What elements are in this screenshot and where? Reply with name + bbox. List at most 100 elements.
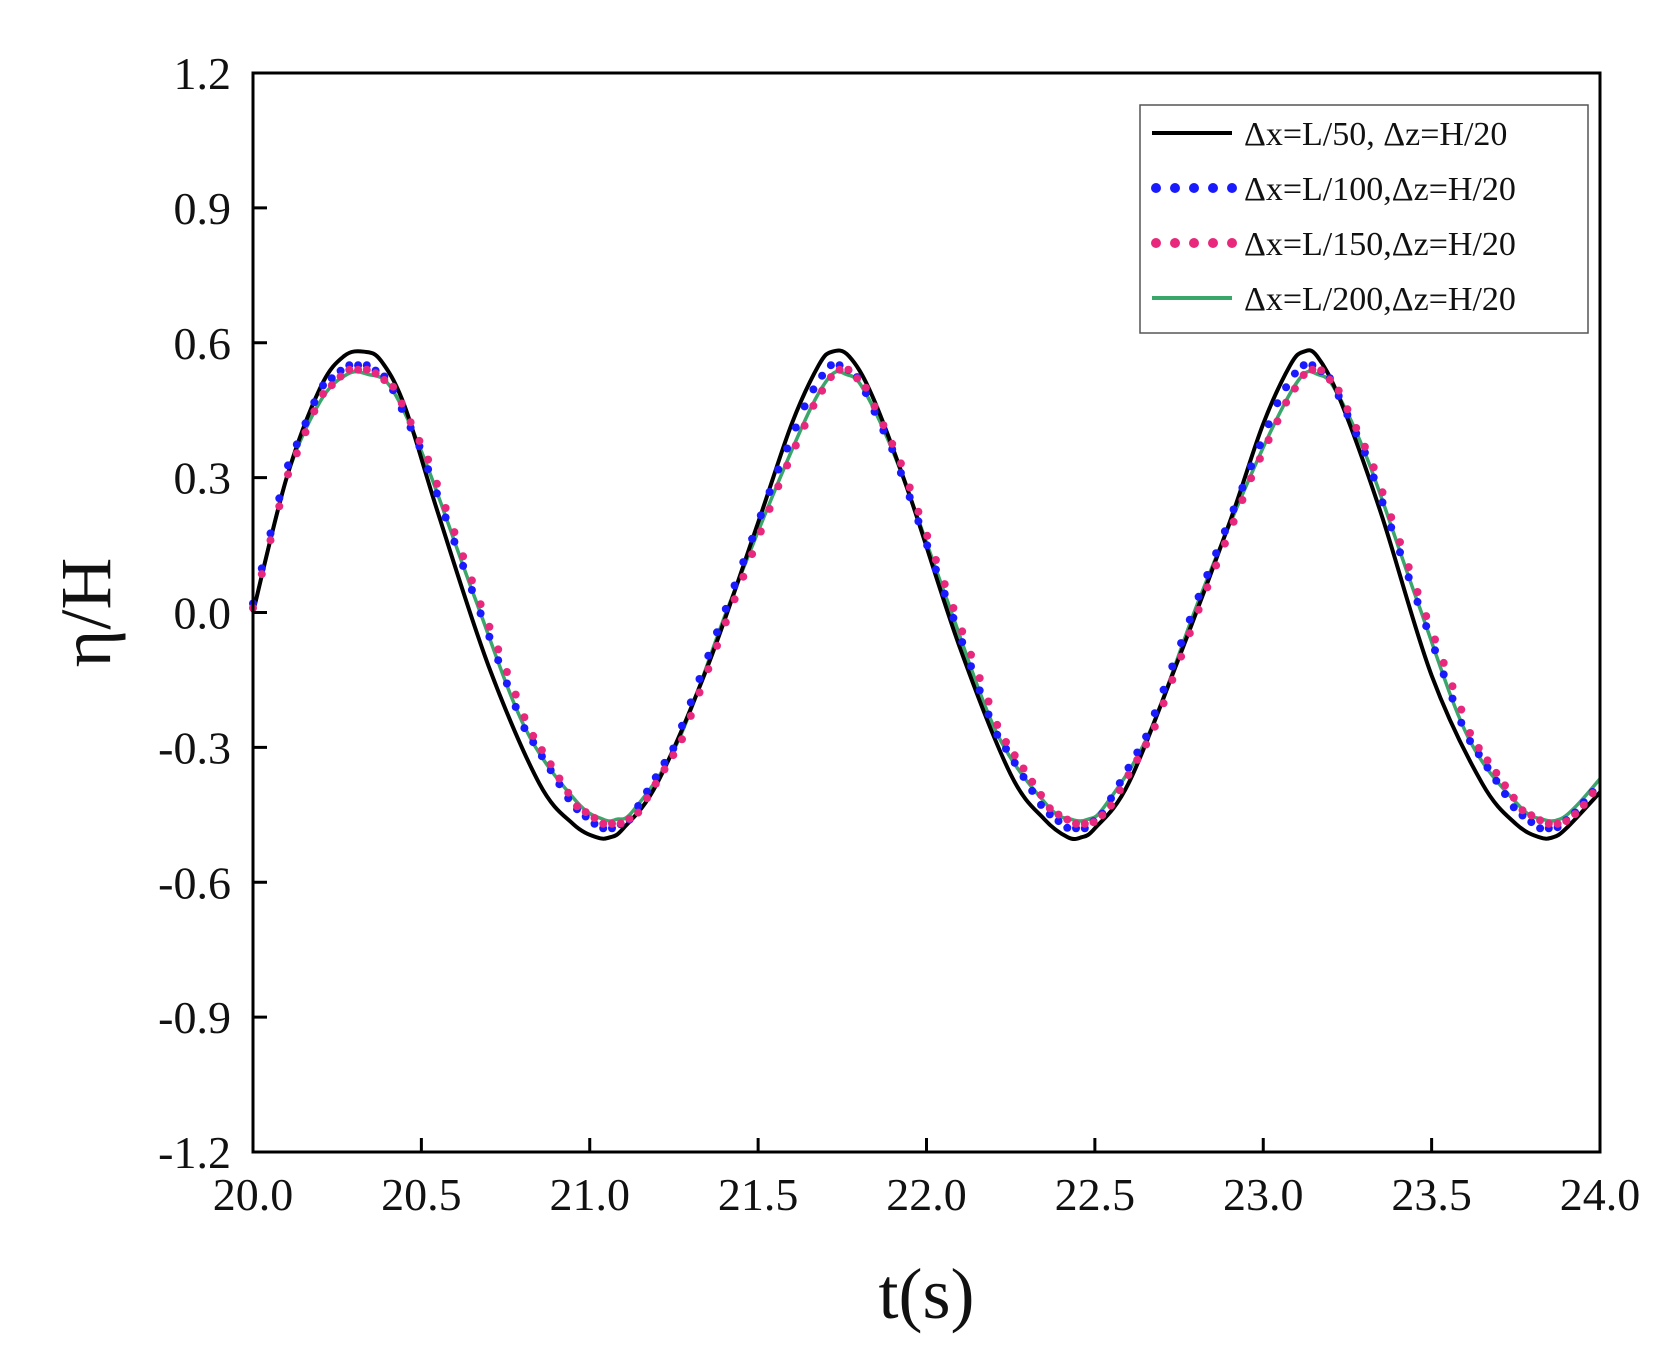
legend-item-3: Δx=L/150,Δz=H/20 bbox=[1151, 226, 1516, 263]
series-point bbox=[1544, 819, 1553, 828]
series-point bbox=[520, 713, 529, 722]
series-point bbox=[826, 373, 835, 382]
series-point bbox=[266, 536, 275, 545]
series-point bbox=[511, 690, 520, 699]
series-point bbox=[1571, 810, 1580, 819]
series-point bbox=[984, 697, 993, 706]
series-point bbox=[1483, 763, 1492, 772]
series-point bbox=[502, 668, 511, 676]
legend-swatch-dot bbox=[1208, 238, 1218, 248]
series-point bbox=[1220, 527, 1229, 536]
series-point bbox=[1553, 819, 1562, 828]
series-point bbox=[993, 730, 1002, 739]
series-point bbox=[1290, 369, 1299, 378]
series-point bbox=[1579, 800, 1588, 809]
y-tick-label: -0.9 bbox=[158, 992, 231, 1043]
series-point bbox=[424, 455, 433, 464]
series-point bbox=[546, 766, 555, 775]
series-point bbox=[748, 534, 757, 543]
x-tick-label: 20.5 bbox=[381, 1169, 462, 1220]
series-point bbox=[1360, 442, 1369, 451]
series-point bbox=[800, 402, 809, 411]
series-point bbox=[590, 814, 599, 822]
series-point bbox=[1492, 768, 1501, 777]
series-point bbox=[721, 604, 730, 613]
series-point bbox=[284, 461, 292, 470]
series-point bbox=[923, 531, 932, 540]
series-point bbox=[940, 589, 949, 598]
y-tick-label: -0.3 bbox=[158, 722, 231, 773]
series-point bbox=[502, 679, 511, 688]
series-point bbox=[1474, 744, 1483, 752]
series-point bbox=[406, 418, 415, 427]
series-point bbox=[1509, 793, 1518, 802]
series-point bbox=[450, 528, 459, 537]
series-point bbox=[1080, 819, 1089, 828]
series-point bbox=[1002, 744, 1010, 753]
series-point bbox=[651, 773, 660, 782]
series-point bbox=[1282, 398, 1291, 407]
series-point bbox=[730, 581, 739, 590]
series-point bbox=[1501, 790, 1509, 798]
series-point bbox=[1308, 365, 1317, 374]
series-point bbox=[765, 488, 774, 496]
series-point bbox=[459, 561, 468, 570]
series-point bbox=[1396, 538, 1404, 547]
series-point bbox=[1247, 462, 1256, 471]
series-point bbox=[975, 686, 984, 695]
series-point bbox=[721, 618, 730, 627]
series-point bbox=[1264, 420, 1273, 429]
series-point bbox=[467, 576, 476, 585]
legend: Δx=L/50, Δz=H/20 Δx=L/100,Δz=H/20 Δx=L/150… bbox=[1139, 104, 1589, 334]
x-axis-title: t(s) bbox=[879, 1254, 975, 1334]
series-point bbox=[914, 517, 923, 526]
series-point bbox=[861, 383, 870, 392]
series-point bbox=[1404, 573, 1413, 582]
series-point bbox=[511, 702, 520, 711]
series-point bbox=[625, 814, 634, 823]
x-tick-label: 23.5 bbox=[1391, 1169, 1472, 1220]
series-point bbox=[1142, 740, 1151, 749]
series-point bbox=[1492, 776, 1501, 785]
series-point bbox=[940, 580, 949, 589]
series-point bbox=[616, 819, 625, 828]
series-point bbox=[853, 374, 862, 383]
series-point bbox=[1474, 750, 1483, 759]
series-point bbox=[485, 622, 494, 631]
series-point bbox=[756, 527, 765, 536]
series-layer bbox=[249, 348, 1602, 842]
series-point bbox=[564, 794, 573, 803]
series-point bbox=[1431, 635, 1439, 644]
series-point bbox=[1501, 781, 1509, 790]
series-point bbox=[1185, 629, 1194, 638]
series-point bbox=[791, 423, 800, 432]
series-point bbox=[949, 613, 958, 622]
series-point bbox=[1159, 685, 1168, 694]
series-point bbox=[432, 489, 441, 498]
x-tick-label: 21.5 bbox=[718, 1169, 799, 1220]
series-point bbox=[1019, 772, 1028, 781]
series-point bbox=[275, 494, 284, 503]
series-point bbox=[1002, 738, 1010, 746]
series-point bbox=[967, 650, 975, 659]
series-point bbox=[459, 552, 468, 561]
series-point bbox=[844, 365, 853, 374]
series-point bbox=[573, 802, 581, 811]
series-point bbox=[257, 564, 266, 573]
series-point bbox=[1115, 786, 1124, 795]
legend-swatch-dot bbox=[1227, 238, 1237, 248]
series-point bbox=[1247, 474, 1256, 483]
series-point bbox=[319, 390, 327, 398]
legend-item-1: Δx=L/50, Δz=H/20 bbox=[1152, 116, 1507, 153]
series-point bbox=[905, 483, 914, 492]
legend-swatch-dot bbox=[1189, 238, 1199, 248]
series-point bbox=[441, 504, 450, 512]
x-tick-label: 22.5 bbox=[1055, 1169, 1136, 1220]
series-point bbox=[1439, 658, 1448, 667]
series-point bbox=[581, 808, 590, 817]
series-point bbox=[748, 550, 757, 559]
series-point bbox=[319, 381, 327, 390]
series-point bbox=[1325, 375, 1334, 384]
series-point bbox=[546, 760, 555, 769]
